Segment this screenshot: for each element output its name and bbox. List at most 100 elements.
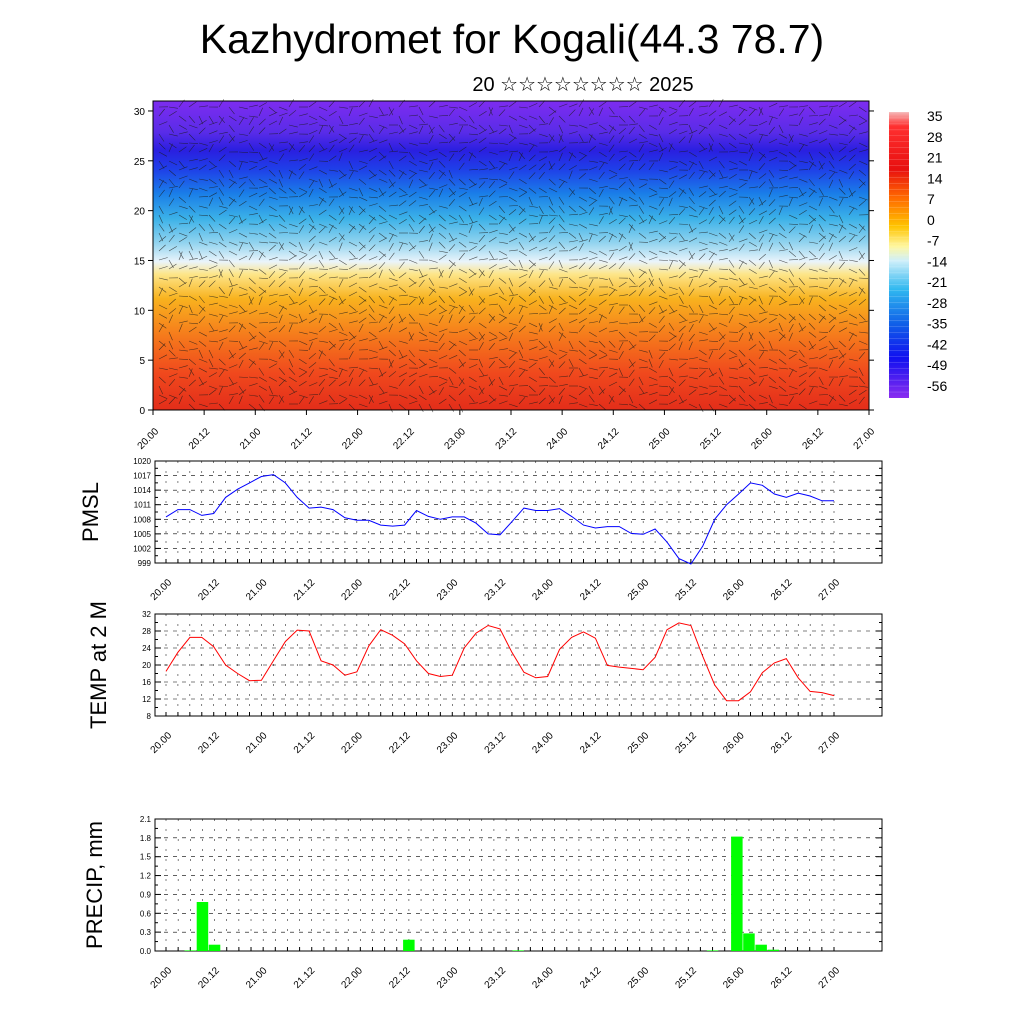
x-tick-label: 20.00 (136, 426, 162, 452)
x-tick-label: 21.00 (244, 730, 270, 756)
x-tick-label: 26.12 (769, 577, 795, 603)
y-tick-label: 0.9 (140, 890, 152, 899)
x-tick-label: 25.12 (698, 426, 724, 452)
y-tick-label: 8 (147, 712, 152, 721)
x-tick-label: 26.00 (721, 577, 747, 603)
x-tick-label: 23.12 (494, 426, 520, 452)
precip-bar (184, 950, 196, 951)
cross-section-panel: 0 5 10 15 20 25 30 20.00 20.12 21.00 21.12 22.00 22.… (134, 98, 878, 452)
precip-bar (731, 836, 743, 951)
plot-frame (154, 460, 883, 564)
precip-bar (196, 902, 209, 951)
colorbar-label: -21 (927, 274, 947, 290)
x-tick-label: 26.12 (769, 965, 795, 991)
y-axis-label: TEMP at 2 M (86, 601, 111, 729)
x-tick-label: 22.00 (340, 426, 366, 452)
colorbar: 35 28 21 14 7 0 -7 -14 -21 -28 -35 -42 -49 -56 (889, 108, 947, 398)
x-tick-label: 20.12 (196, 577, 222, 603)
y-tick-label: 24 (142, 644, 151, 653)
chart-title: Kazhydromet for Kogali(44.3 78.7) (199, 16, 825, 62)
precip-bar (706, 950, 719, 951)
precip-bar (767, 949, 779, 951)
y-tick-label: 1014 (133, 486, 151, 495)
precip-bar (743, 933, 755, 951)
x-tick-label: 25.00 (626, 577, 652, 603)
x-tick-label: 22.12 (391, 426, 417, 452)
x-tick-label: 22.12 (387, 577, 413, 603)
x-tick-label: 24.00 (545, 426, 571, 452)
x-tick-label: 22.00 (340, 577, 366, 603)
y-tick-label: 28 (142, 627, 151, 636)
colorbar-label: 7 (927, 191, 935, 207)
x-tick-label: 21.00 (238, 426, 264, 452)
colorbar-label: -42 (927, 336, 947, 352)
x-tick-label: 24.12 (596, 426, 622, 452)
precip-bar (208, 944, 221, 951)
x-tick-label: 21.12 (292, 577, 318, 603)
y-tick-label: 5 (139, 356, 145, 367)
x-tick-label: 24.12 (578, 577, 604, 603)
y-tick-label: 1011 (134, 501, 152, 510)
wind-barbs (158, 98, 869, 413)
series-line (165, 474, 834, 565)
y-tick-label: 20 (134, 207, 146, 218)
x-tick-label: 23.12 (483, 577, 509, 603)
x-tick-label: 22.00 (340, 965, 366, 991)
x-tick-label: 23.00 (435, 730, 461, 756)
y-tick-label: 0.3 (140, 928, 152, 937)
x-tick-label: 26.00 (721, 965, 747, 991)
colorbar-label: 28 (927, 129, 943, 145)
y-tick-label: 12 (142, 695, 151, 704)
y-tick-label: 32 (142, 610, 151, 619)
x-tick-label: 26.12 (769, 730, 795, 756)
x-tick-label: 20.00 (149, 730, 175, 756)
colorbar-label: -56 (927, 378, 947, 394)
x-tick-label: 27.00 (817, 577, 843, 603)
x-tick-label: 25.12 (674, 577, 700, 603)
x-tick-label: 24.00 (530, 965, 556, 991)
y-axis-label: PMSL (78, 482, 103, 542)
x-tick-label: 24.00 (530, 730, 556, 756)
colorbar-label: 14 (927, 170, 943, 186)
y-tick-label: 1008 (133, 515, 151, 524)
x-tick-label: 26.12 (801, 426, 827, 452)
x-tick-label: 20.00 (149, 965, 175, 991)
y-tick-label: 30 (134, 107, 146, 118)
x-tick-label: 22.12 (387, 965, 413, 991)
x-tick-label: 24.12 (578, 730, 604, 756)
x-tick-label: 21.12 (292, 730, 318, 756)
colorbar-label: -35 (927, 316, 947, 332)
x-tick-label: 23.00 (443, 426, 469, 452)
colorbar-label: 35 (927, 108, 943, 124)
x-tick-label: 26.00 (749, 426, 775, 452)
x-tick-label: 23.00 (435, 577, 461, 603)
y-tick-label: 1020 (133, 457, 151, 466)
y-tick-label: 16 (142, 678, 151, 687)
chart-subtitle: 20 ☆☆☆☆☆☆☆☆ 2025 (472, 74, 694, 96)
plot-frame (154, 818, 883, 952)
x-tick-label: 25.12 (674, 965, 700, 991)
colorbar-label: 21 (927, 150, 943, 166)
x-tick-label: 27.00 (852, 426, 878, 452)
y-tick-label: 0.0 (140, 947, 152, 956)
pmsl-panel: 999 1002 1005 1008 1011 1014 1017 1020 20.00 20.1… (78, 457, 883, 603)
x-tick-label: 25.00 (626, 730, 652, 756)
precip-bar (403, 939, 415, 951)
colorbar-label: -28 (927, 295, 947, 311)
y-axis-label: PRECIP, mm (82, 821, 107, 949)
precip-panel: 0.0 0.3 0.6 0.9 1.2 1.5 1.8 2.1 20.00 20.12 21.00 2… (82, 815, 883, 991)
x-tick-label: 23.12 (483, 965, 509, 991)
x-tick-label: 23.12 (483, 730, 509, 756)
x-tick-label: 25.12 (674, 730, 700, 756)
x-tick-label: 23.00 (435, 965, 461, 991)
colorbar-label: 0 (927, 212, 935, 228)
y-tick-label: 0 (139, 406, 145, 417)
y-tick-label: 10 (134, 306, 146, 317)
x-tick-label: 20.12 (196, 965, 222, 991)
colorbar-label: -14 (927, 253, 947, 269)
y-tick-label: 1.2 (140, 872, 152, 881)
x-tick-label: 27.00 (817, 965, 843, 991)
y-tick-label: 20 (142, 661, 151, 670)
x-tick-label: 27.00 (817, 730, 843, 756)
